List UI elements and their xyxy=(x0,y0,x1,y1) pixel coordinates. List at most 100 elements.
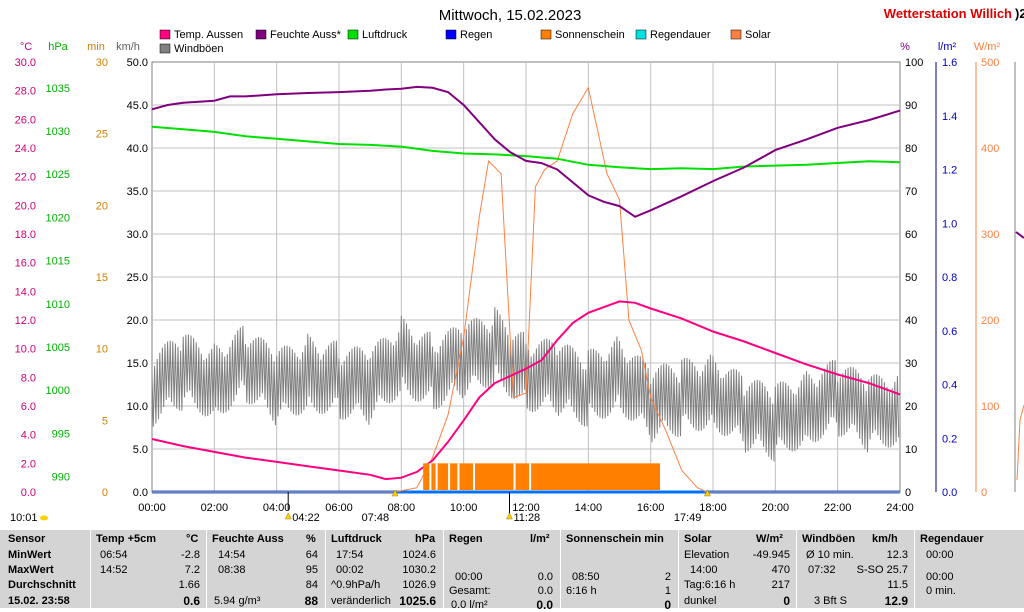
tick-hpa: 1010 xyxy=(46,299,70,311)
tick-celsius: 24.0 xyxy=(15,143,36,155)
chart-series xyxy=(151,85,901,494)
legend-label: Windböen xyxy=(174,43,224,55)
tick-solar: 0 xyxy=(981,487,987,499)
tick-kmh: 10.0 xyxy=(127,401,148,413)
tick-hpa: 990 xyxy=(52,471,70,483)
regendauer-r1: 00:00 xyxy=(926,549,954,561)
event-start-icon xyxy=(40,515,48,521)
legend-swatch xyxy=(159,29,171,40)
legend-label: Feuchte Auss* xyxy=(270,29,342,41)
sunshine-bar xyxy=(423,463,661,490)
legend-label: Temp. Aussen xyxy=(174,29,243,41)
tick-hpa: 1035 xyxy=(46,83,70,95)
header-temp-unit: °C xyxy=(186,533,199,545)
col-separator xyxy=(443,530,444,608)
tick-percent: 90 xyxy=(905,100,917,112)
luftdruck-forecast: veränderlich xyxy=(331,595,391,607)
tick-time: 10:00 xyxy=(450,502,478,514)
series-pressure xyxy=(151,125,901,171)
tick-kmh: 20.0 xyxy=(127,315,148,327)
event-sunrise: 07:48 xyxy=(362,512,390,524)
tick-celsius: 2.0 xyxy=(21,458,36,470)
tick-rain: 0.4 xyxy=(942,380,957,392)
temp-now-value: 0.6 xyxy=(183,594,200,608)
feuchte-min-value: 64 xyxy=(305,549,318,561)
tick-percent: 40 xyxy=(905,315,917,327)
tick-solar: 300 xyxy=(981,229,999,241)
luftdruck-min-value: 1024.6 xyxy=(402,549,436,561)
tick-min: 0 xyxy=(102,487,108,499)
header-wind-unit: km/h xyxy=(872,533,898,545)
feuchte-max-value: 95 xyxy=(305,564,318,576)
tick-time: 06:00 xyxy=(325,502,353,514)
sonne-now-value: 0 xyxy=(664,598,671,612)
unit-percent: % xyxy=(900,41,910,53)
series-wind-gusts xyxy=(151,307,900,462)
tick-kmh: 25.0 xyxy=(127,272,148,284)
luftdruck-now-value: 1025.6 xyxy=(399,594,436,608)
luftdruck-avg-value: 1026.9 xyxy=(402,579,436,591)
row-label-min: MinWert xyxy=(8,549,52,561)
tick-celsius: 0.0 xyxy=(21,487,36,499)
feuchte-max-time: 08:38 xyxy=(218,564,246,576)
tick-celsius: 18.0 xyxy=(15,229,36,241)
solar-now-value: 0 xyxy=(783,594,790,608)
header-regen: Regen xyxy=(449,533,483,545)
luftdruck-trend: ^0.9hPa/h xyxy=(331,579,381,591)
unit-celsius: °C xyxy=(20,41,32,53)
col-separator xyxy=(678,530,679,608)
solar-max-time: 14:00 xyxy=(690,564,718,576)
tick-kmh: 50.0 xyxy=(127,57,148,69)
header-sonne: Sonnenschein min xyxy=(566,533,664,545)
tick-rain: 0.6 xyxy=(942,326,957,338)
tick-min: 30 xyxy=(96,57,108,69)
tick-kmh: 0.0 xyxy=(133,487,148,499)
regen-time: 00:00 xyxy=(455,571,483,583)
legend-label: Regendauer xyxy=(650,29,711,41)
tick-celsius: 10.0 xyxy=(15,344,36,356)
event-marker xyxy=(506,512,513,520)
tick-time: 14:00 xyxy=(575,502,603,514)
feuchte-now-value: 88 xyxy=(304,594,318,608)
tick-rain: 0.2 xyxy=(942,433,957,445)
tick-min: 5 xyxy=(102,415,108,427)
event-sunset: 17:49 xyxy=(674,512,702,524)
header-regendauer: Regendauer xyxy=(920,533,984,545)
header-temp: Temp +5cm xyxy=(96,533,157,545)
tick-celsius: 16.0 xyxy=(15,258,36,270)
regen-now-value: 0.0 xyxy=(536,598,553,612)
sonne-time: 08:50 xyxy=(572,571,600,583)
header-sensor: Sensor xyxy=(8,533,46,545)
unit-solar: W/m² xyxy=(974,41,1001,53)
temp-min-time: 06:54 xyxy=(100,549,128,561)
tick-kmh: 5.0 xyxy=(133,444,148,456)
legend-swatch xyxy=(730,29,742,40)
unit-hpa: hPa xyxy=(48,41,68,53)
sunshine-gap xyxy=(435,463,438,490)
tick-hpa: 1025 xyxy=(46,169,70,181)
wind-avg-value: 11.5 xyxy=(887,579,908,591)
weather-chart: Mittwoch, 15.02.2023 Wetterstation Willi… xyxy=(10,6,1024,524)
tick-rain: 1.4 xyxy=(942,111,957,123)
tick-celsius: 14.0 xyxy=(15,286,36,298)
tick-hpa: 1005 xyxy=(46,342,70,354)
regen-value: 0.0 xyxy=(537,571,553,583)
tick-time: 22:00 xyxy=(824,502,852,514)
tick-percent: 20 xyxy=(905,401,917,413)
unit-rain: l/m² xyxy=(938,41,957,53)
tick-percent: 60 xyxy=(905,229,917,241)
sunshine-gap xyxy=(529,463,532,490)
header-solar: Solar xyxy=(684,533,712,545)
tick-celsius: 30.0 xyxy=(15,57,36,69)
legend-label: Regen xyxy=(460,29,492,41)
tick-time: 20:00 xyxy=(762,502,790,514)
stats-table: Sensor MinWert MaxWert Durchschnitt 15.0… xyxy=(0,530,1024,612)
solar-status: dunkel xyxy=(684,595,717,607)
tick-time: 02:00 xyxy=(201,502,229,514)
tick-kmh: 40.0 xyxy=(127,143,148,155)
sunshine-bars xyxy=(423,463,661,490)
legend-label: Sonnenschein xyxy=(555,29,625,41)
tick-min: 15 xyxy=(96,272,108,284)
luftdruck-max-time: 00:02 xyxy=(336,564,364,576)
solar-day-value: 217 xyxy=(771,579,790,591)
